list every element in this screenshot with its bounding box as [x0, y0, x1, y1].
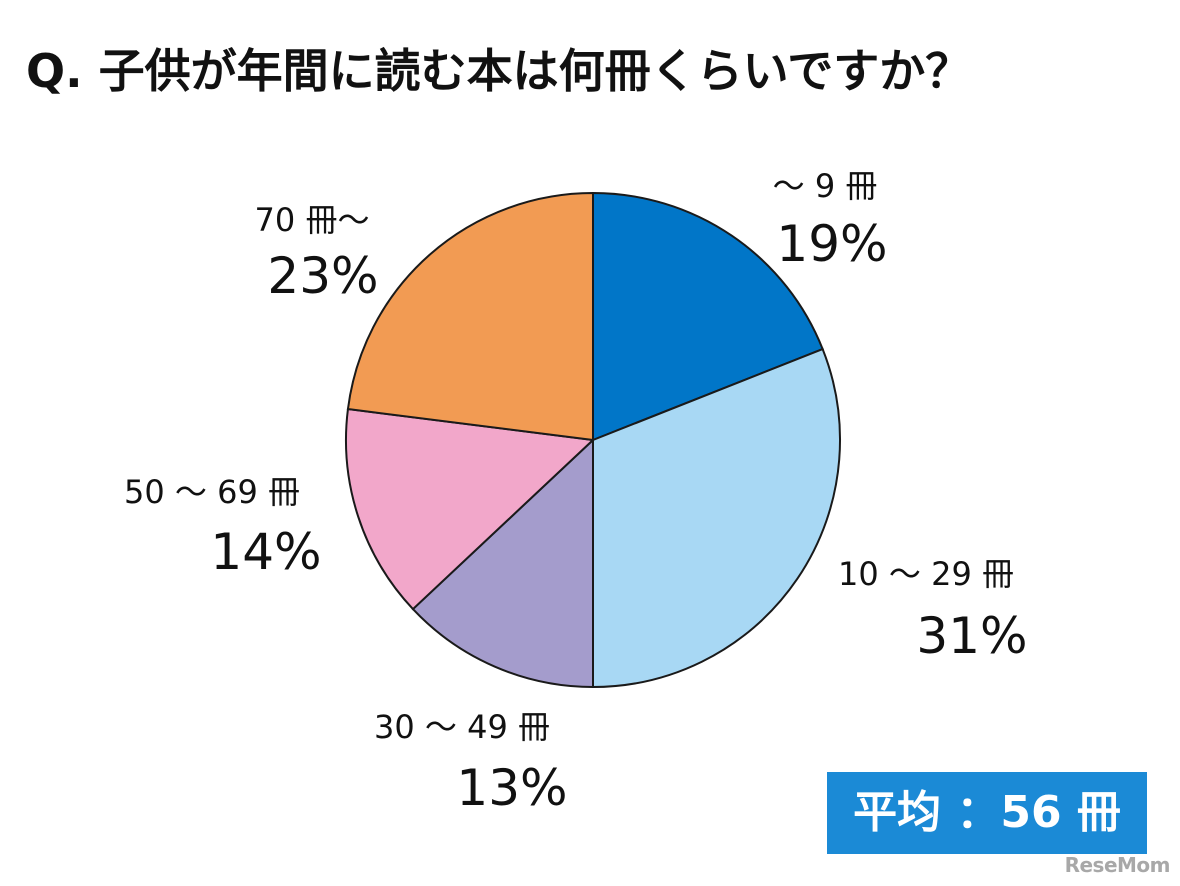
average-badge: 平均 ：56 冊	[827, 772, 1147, 854]
slice-label-70-plus: 70 冊～	[255, 201, 370, 239]
pie-slice-30-49	[411, 437, 594, 689]
slice-percent-10-29: 31%	[916, 607, 1027, 665]
pie-slice-50-69	[345, 407, 596, 611]
chart-title: Q. 子供が年間に読む本は何冊くらいですか？	[26, 44, 972, 98]
slice-label-30-49: 30 ～ 49 冊	[374, 708, 550, 746]
pie-slice-10-29	[592, 347, 841, 689]
resemom-logo: ReseMom	[1064, 853, 1171, 877]
slice-label-10-29: 10 ～ 29 冊	[838, 555, 1014, 593]
slice-percent-30-49: 13%	[456, 759, 567, 817]
slice-label-50-69: 50 ～ 69 冊	[124, 473, 300, 511]
pie-slice-70-plus	[346, 191, 594, 442]
slice-percent-0-9: 19%	[776, 215, 887, 273]
slice-percent-70-plus: 23%	[267, 247, 378, 305]
slice-percent-50-69: 14%	[210, 523, 321, 581]
pie-slices	[345, 191, 841, 689]
pie-slice-0-9	[592, 191, 824, 442]
slice-label-0-9: ～ 9 冊	[773, 167, 878, 205]
